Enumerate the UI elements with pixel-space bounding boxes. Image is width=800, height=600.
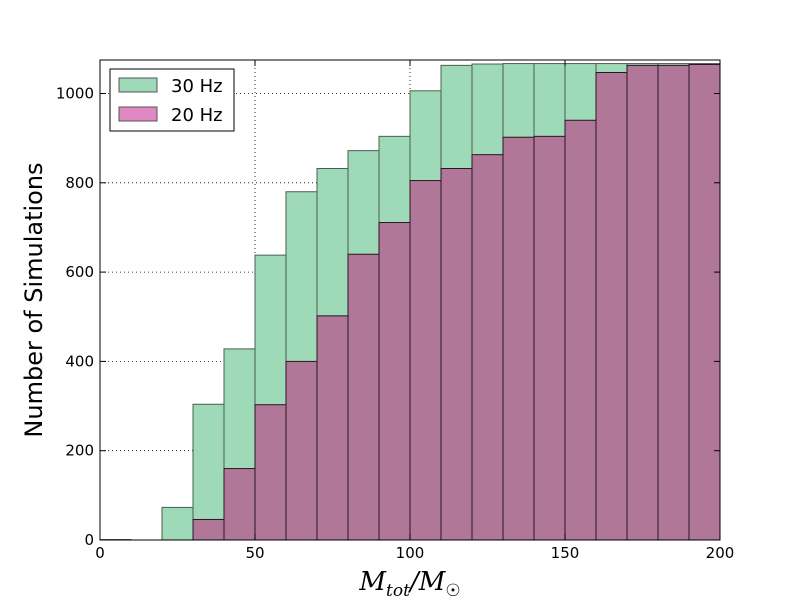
bar-30hz — [161, 506, 194, 541]
bar-20hz — [409, 180, 442, 541]
axis-ticks — [99, 60, 721, 541]
legend-swatch-20hz — [118, 106, 158, 122]
x-tick-label: 150 — [551, 544, 580, 562]
y-axis-label: Number of Simulations — [20, 162, 48, 437]
legend-swatch-30hz — [118, 77, 158, 93]
x-tick-label: 0 — [95, 544, 105, 562]
bar-20hz — [223, 468, 256, 541]
series-20hz-bars — [192, 63, 721, 541]
bar-20hz — [502, 136, 535, 541]
bar-20hz — [378, 222, 411, 541]
x-axis-label: Mtot/M☉ — [358, 567, 460, 600]
y-tick-label: 800 — [65, 174, 94, 192]
bar-20hz — [254, 404, 287, 541]
bar-20hz — [316, 315, 349, 541]
y-tick-label: 600 — [65, 263, 94, 281]
x-tick-label: 100 — [396, 544, 425, 562]
y-tick-label: 1000 — [56, 84, 94, 102]
bar-20hz — [285, 360, 318, 541]
y-tick-label: 400 — [65, 352, 94, 370]
bar-20hz — [657, 64, 690, 541]
y-tick-label: 0 — [84, 531, 94, 549]
bar-30hz — [192, 403, 225, 541]
y-tick-label: 200 — [65, 442, 94, 460]
bar-20hz — [688, 63, 721, 541]
legend: 30 Hz 20 Hz — [109, 68, 235, 132]
bar-20hz — [595, 72, 628, 541]
x-tick-labels: 0 50 100 150 200 — [95, 544, 734, 562]
bar-20hz — [564, 119, 597, 541]
bar-20hz — [192, 518, 225, 541]
x-tick-label: 50 — [245, 544, 264, 562]
bar-20hz — [347, 253, 380, 541]
y-tick-labels: 0 200 400 600 800 1000 — [56, 84, 94, 549]
legend-label-20hz: 20 Hz — [171, 105, 223, 126]
x-tick-label: 200 — [706, 544, 735, 562]
bar-20hz — [440, 168, 473, 541]
bar-20hz — [471, 154, 504, 541]
bar-20hz — [533, 135, 566, 541]
bar-20hz — [626, 64, 659, 541]
legend-label-30hz: 30 Hz — [171, 76, 223, 97]
